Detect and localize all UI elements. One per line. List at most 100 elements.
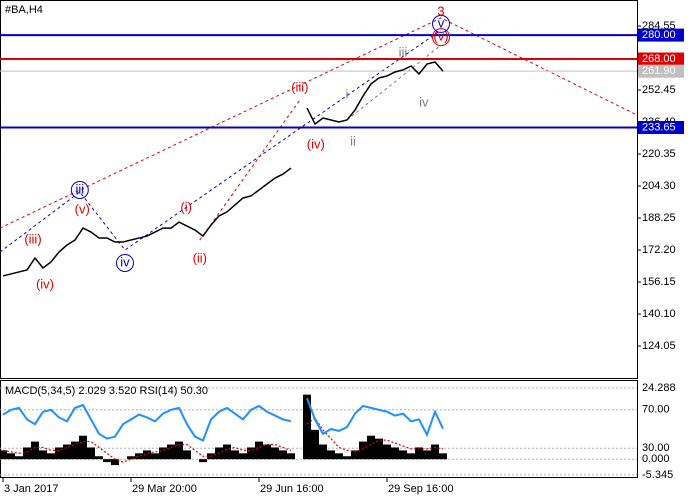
y-tick-label: 204.30 (642, 180, 676, 192)
macd-bar (111, 459, 119, 466)
indicator-title: MACD(5,34,5) 2.029 3.520 RSI(14) 50.30 (5, 385, 208, 397)
wave-label: iv (419, 95, 429, 110)
macd-bar (399, 450, 407, 460)
price-level-box (638, 28, 684, 42)
macd-bar (431, 444, 439, 460)
macd-bar (23, 447, 31, 460)
macd-bar (335, 453, 343, 460)
x-tick-label: 3 Jan 2017 (4, 483, 58, 495)
wave-label: iv (120, 254, 130, 269)
y-tick-label: 124.05 (642, 340, 676, 352)
y-tick-label: 24.288 (642, 382, 676, 394)
price-level-box (638, 120, 684, 134)
wave-circle (432, 28, 450, 47)
y-tick-label: 172.20 (642, 244, 676, 256)
macd-bar (391, 447, 399, 460)
macd-bar (383, 444, 391, 460)
trend-line (0, 29, 442, 253)
y-tick-label: 0.000 (642, 453, 670, 465)
wave-label: (iv) (307, 136, 325, 151)
macd-bar (15, 456, 23, 460)
macd-bar (255, 441, 263, 460)
macd-bar (39, 450, 47, 460)
macd-bar (47, 453, 55, 460)
macd-bar (71, 441, 79, 460)
macd-bar (151, 453, 159, 460)
price-level-label: 268.00 (642, 53, 676, 65)
wave-circle (432, 14, 450, 33)
macd-bar (367, 435, 375, 460)
macd-bar (231, 450, 239, 460)
wave-label: i (346, 86, 349, 101)
price-level-box (638, 64, 684, 78)
macd-bar (127, 456, 135, 460)
macd-bar (159, 447, 167, 460)
macd-bar (351, 450, 359, 460)
x-tick-label: 29 Jun 16:00 (260, 483, 324, 495)
y-tick-label: 188.25 (642, 212, 676, 224)
macd-bar (319, 444, 327, 460)
price-line (2, 61, 444, 277)
macd-bar (303, 394, 311, 460)
macd-bar (311, 429, 319, 460)
macd-bar (223, 444, 231, 460)
macd-bar (375, 438, 383, 460)
macd-bar (423, 450, 431, 460)
macd-bar (175, 441, 183, 460)
wave-label: (v) (75, 201, 90, 216)
macd-bar (95, 456, 103, 460)
wave-label: (v) (433, 29, 448, 44)
y-tick-label: 252.45 (642, 84, 676, 96)
macd-bar (63, 444, 71, 460)
wave-label: 3 (437, 3, 444, 18)
macd-bar (271, 447, 279, 460)
price-level-label: 280.00 (642, 29, 676, 41)
rsi-line (2, 397, 444, 442)
y-tick-label: 140.10 (642, 308, 676, 320)
y-tick-label: 156.15 (642, 276, 676, 288)
wave-label: (iii) (291, 79, 308, 94)
trend-line (346, 44, 442, 121)
macd-bar (0, 450, 7, 460)
macd-bar (87, 447, 95, 460)
wave-label: (ii) (193, 250, 207, 265)
macd-bar (143, 450, 151, 460)
macd-bar (247, 447, 255, 460)
price-level-label: 261.90 (642, 65, 676, 77)
main-panel (0, 0, 638, 379)
macd-bar (359, 441, 367, 460)
macd-bar (415, 447, 423, 460)
wave-label: ii (350, 133, 356, 148)
macd-bar (167, 444, 175, 460)
macd-bar (407, 453, 415, 460)
macd-bar (239, 453, 247, 460)
macd-bar (7, 453, 15, 460)
macd-bar (287, 453, 295, 460)
wave-label: (iv) (36, 277, 54, 292)
macd-bar (31, 441, 39, 460)
macd-bar (327, 450, 335, 460)
wave-label: iii (75, 181, 84, 196)
macd-bar (343, 456, 351, 460)
macd-bar (279, 450, 287, 460)
trend-line (199, 99, 301, 241)
wave-circle (116, 253, 134, 272)
macd-bar (439, 453, 447, 460)
wave-label: v (438, 15, 445, 30)
x-tick-label: 29 Sep 16:00 (388, 483, 453, 495)
y-tick-label: 70.00 (642, 404, 670, 416)
macd-bar (55, 447, 63, 460)
trend-line (0, 17, 638, 229)
macd-bar (135, 453, 143, 460)
chart-title: #BA,H4 (5, 4, 43, 16)
y-tick-label: 30.00 (642, 442, 670, 454)
price-level-label: 233.65 (642, 121, 676, 133)
macd-bar (79, 435, 87, 460)
macd-bar (199, 459, 207, 463)
wave-label: iii (399, 44, 408, 59)
y-tick-label: 220.35 (642, 148, 676, 160)
price-level-box (638, 52, 684, 66)
wave-label: (iii) (24, 231, 41, 246)
wave-circle (70, 180, 89, 199)
